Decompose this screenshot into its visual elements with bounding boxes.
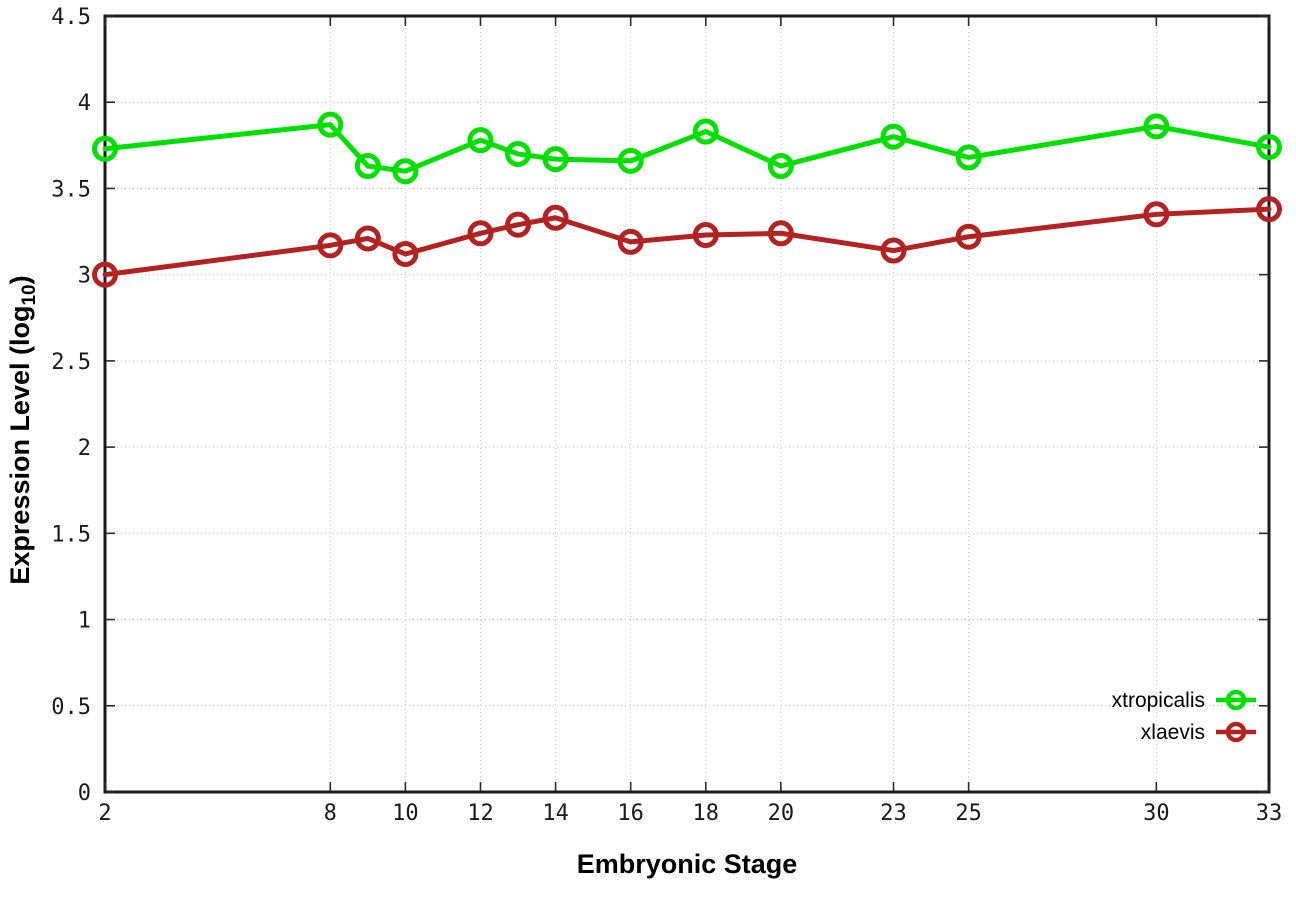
legend-marker-xtropicalis <box>1216 689 1256 711</box>
data-point-xlaevis-x8 <box>317 232 344 259</box>
x-tick-label-8: 8 <box>324 801 337 826</box>
data-point-xtropicalis-x20 <box>767 153 794 180</box>
plot-border <box>103 14 1271 794</box>
y-tick-label-0: 0 <box>78 781 91 806</box>
x-axis-title: Embryonic Stage <box>576 849 798 879</box>
x-tick-label-23: 23 <box>880 801 907 826</box>
legend-label-xtropicalis: xtropicalis <box>1111 688 1205 712</box>
y-tick-label-2.5: 2.5 <box>51 350 91 375</box>
data-point-xtropicalis-x16 <box>617 147 644 174</box>
y-axis-title-suffix: ) <box>4 275 35 285</box>
data-point-xtropicalis-x8 <box>317 111 344 138</box>
y-tick-label-4: 4 <box>78 91 91 116</box>
y-axis-title-text: Expression Level (log <box>4 305 35 585</box>
data-point-xlaevis-x13 <box>505 211 532 238</box>
data-point-xlaevis-x9 <box>354 225 381 252</box>
x-tick-label-30: 30 <box>1143 801 1170 826</box>
x-tick-label-25: 25 <box>955 801 982 826</box>
data-point-xlaevis-x20 <box>767 220 794 247</box>
data-point-xtropicalis-x14 <box>542 146 569 173</box>
x-tick-label-33: 33 <box>1256 801 1283 826</box>
x-tick-label-16: 16 <box>617 801 644 826</box>
data-point-xlaevis-x30 <box>1143 201 1170 228</box>
data-point-xtropicalis-x2 <box>92 135 118 162</box>
x-tick-label-12: 12 <box>467 801 494 826</box>
y-tick-label-3: 3 <box>78 264 91 289</box>
data-point-xtropicalis-x10 <box>392 158 419 185</box>
data-point-xlaevis-x25 <box>955 223 982 250</box>
series-line-xtropicalis <box>102 122 1272 174</box>
data-point-xlaevis-x10 <box>392 240 419 267</box>
y-tick-label-4.5: 4.5 <box>51 5 91 30</box>
x-tick-label-18: 18 <box>693 801 720 826</box>
y-tick-label-0.5: 0.5 <box>51 695 91 720</box>
y-tick-label-1.5: 1.5 <box>51 522 91 547</box>
series-line-xlaevis <box>102 206 1272 278</box>
data-point-xlaevis-x14 <box>542 204 569 231</box>
data-point-xtropicalis-x18 <box>692 118 719 145</box>
data-point-xtropicalis-x12 <box>467 127 494 154</box>
y-tick-label-2: 2 <box>78 436 91 461</box>
data-point-xtropicalis-x13 <box>505 140 532 167</box>
data-point-xtropicalis-x9 <box>354 153 381 180</box>
legend-marker-xlaevis <box>1216 721 1256 743</box>
y-axis-title-subscript: 10 <box>19 284 41 306</box>
legend-entry-xtropicalis: xtropicalis <box>1112 685 1258 715</box>
y-axis-title: Expression Level (log10) <box>5 275 41 584</box>
data-point-xlaevis-x2 <box>92 261 118 288</box>
data-point-xtropicalis-x25 <box>955 144 982 171</box>
y-tick-label-3.5: 3.5 <box>51 177 91 202</box>
data-point-xtropicalis-x30 <box>1143 113 1170 140</box>
data-point-xtropicalis-x23 <box>880 123 907 150</box>
legend: xtropicalis xlaevis <box>1112 685 1258 747</box>
x-tick-label-14: 14 <box>542 801 569 826</box>
data-point-xlaevis-x12 <box>467 220 494 247</box>
data-point-xlaevis-x23 <box>880 237 907 264</box>
y-tick-label-1: 1 <box>78 609 91 634</box>
x-tick-label-10: 10 <box>392 801 419 826</box>
data-point-xlaevis-x33 <box>1256 196 1282 223</box>
x-tick-label-20: 20 <box>768 801 795 826</box>
data-point-xtropicalis-x33 <box>1256 134 1282 161</box>
legend-label-xlaevis: xlaevis <box>1140 720 1205 744</box>
legend-entry-xlaevis: xlaevis <box>1112 717 1258 747</box>
data-point-xlaevis-x18 <box>692 222 719 249</box>
data-point-xlaevis-x16 <box>617 228 644 255</box>
x-tick-label-2: 2 <box>98 801 111 826</box>
